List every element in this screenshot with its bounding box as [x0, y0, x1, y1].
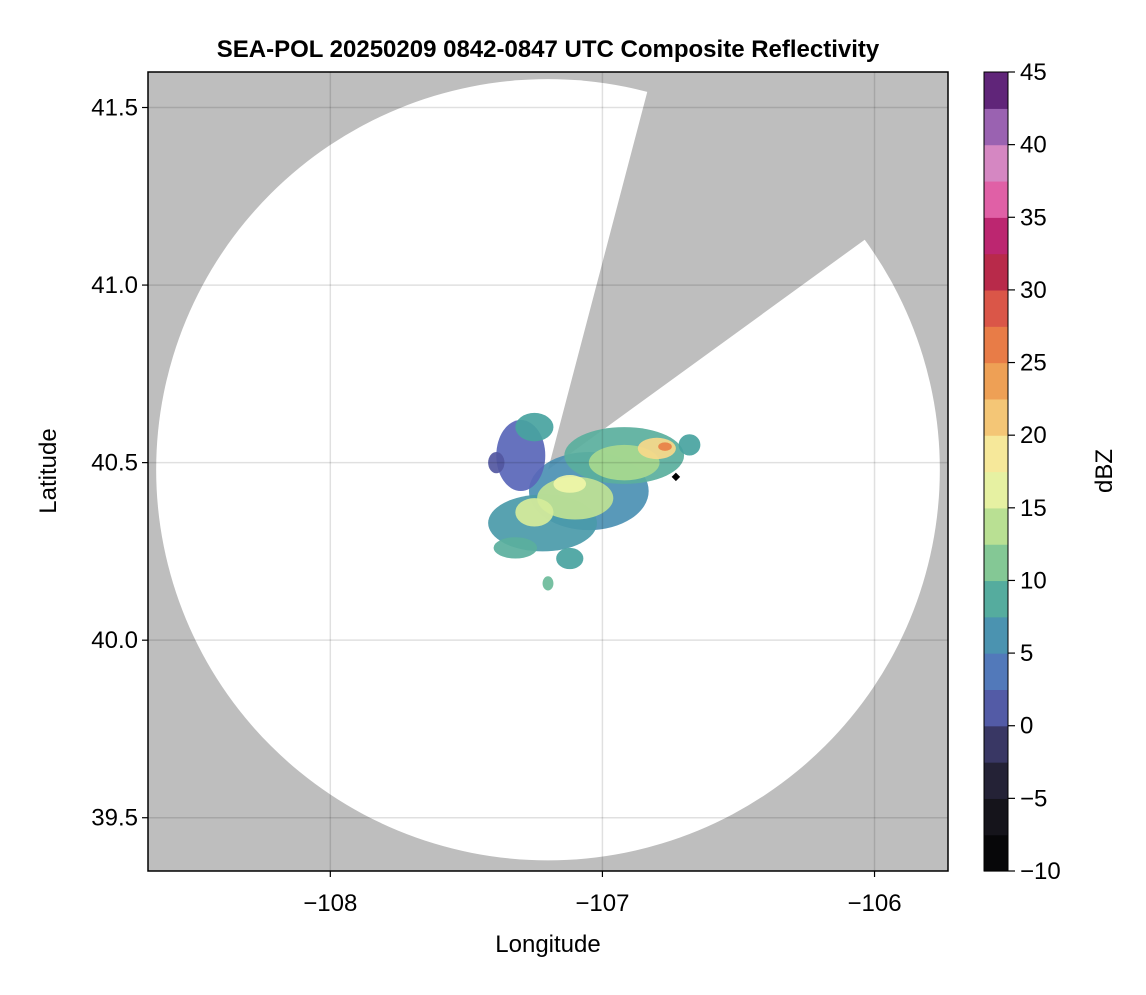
blocked-sector	[548, 72, 948, 470]
reflectivity-echoes	[488, 412, 701, 591]
colorbar-band-9	[984, 544, 1008, 582]
y-tick-label-1: 39.5	[91, 805, 138, 832]
echo-cell-13	[556, 547, 584, 570]
y-axis-label: Latitude	[35, 428, 62, 513]
colorbar-band-2	[984, 798, 1008, 836]
echo-cell-12	[493, 537, 538, 559]
y-tick-label-2: 40.0	[91, 627, 138, 654]
colorbar-band-18	[984, 217, 1008, 255]
colorbar-band-19	[984, 180, 1008, 218]
y-tick-label-5: 41.5	[91, 95, 138, 122]
colorbar-tick-label-4: 5	[1020, 640, 1033, 667]
colorbar-band-22	[984, 72, 1008, 109]
colorbar-tick-label-3: 0	[1020, 713, 1033, 740]
colorbar-tick-label-2: −5	[1020, 785, 1047, 812]
echo-cell-10	[658, 442, 672, 451]
chart-title: SEA-POL 20250209 0842-0847 UTC Composite…	[217, 36, 880, 63]
echo-cell-14	[542, 576, 554, 591]
colorbar-frame	[983, 71, 1009, 872]
x-tick-label-1: −108	[303, 890, 357, 917]
grid-lines	[148, 72, 948, 871]
colorbar-tick-label-7: 20	[1020, 422, 1047, 449]
colorbar-band-7	[984, 616, 1008, 654]
colorbar-band-15	[984, 326, 1008, 364]
colorbar-tick-label-9: 30	[1020, 277, 1047, 304]
colorbar-band-20	[984, 144, 1008, 182]
colorbar-band-11	[984, 471, 1008, 509]
colorbar-band-17	[984, 253, 1008, 291]
colorbar-band-6	[984, 653, 1008, 691]
colorbar-band-10	[984, 507, 1008, 545]
colorbar-tick-label-8: 25	[1020, 350, 1047, 377]
colorbar-band-5	[984, 689, 1008, 727]
colorbar-band-8	[984, 580, 1008, 618]
x-axis-label: Longitude	[495, 931, 600, 958]
colorbar-tick-label-12: 45	[1020, 59, 1047, 86]
colorbar-tick-label-5: 10	[1020, 567, 1047, 594]
echo-cell-15	[678, 434, 701, 456]
y-tick-label-3: 40.5	[91, 450, 138, 477]
colorbar-tick-label-11: 40	[1020, 132, 1047, 159]
echo-cell-11	[553, 475, 587, 493]
site-marker	[671, 472, 681, 482]
colorbar-band-14	[984, 362, 1008, 400]
colorbar-band-12	[984, 435, 1008, 473]
plot-area	[148, 72, 948, 871]
colorbar-label: dBZ	[1091, 449, 1118, 493]
plot-frame	[147, 71, 949, 872]
x-tick-label-3: −106	[847, 890, 901, 917]
colorbar-band-4	[984, 725, 1008, 763]
colorbar-band-13	[984, 398, 1008, 436]
y-axis-ticks: 39.5 40.0 40.5 41.0 41.5	[91, 95, 148, 832]
colorbar-tick-label-6: 15	[1020, 495, 1047, 522]
y-tick-label-4: 41.0	[91, 272, 138, 299]
colorbar-tick-label-1: −10	[1020, 858, 1061, 885]
x-axis-ticks: −108 −107 −106	[303, 871, 902, 917]
x-tick-label-2: −107	[575, 890, 629, 917]
colorbar-band-21	[984, 108, 1008, 146]
colorbar-tick-label-10: 35	[1020, 204, 1047, 231]
colorbar-ticks: −10 −5 0 5 10 15 20 25 30 35 40 45	[1008, 59, 1061, 885]
echo-cell-5	[515, 412, 554, 442]
colorbar-band-1	[984, 834, 1008, 872]
echo-cell-8	[515, 498, 554, 527]
colorbar	[984, 72, 1008, 872]
echo-cell-16	[488, 451, 505, 474]
colorbar-band-16	[984, 289, 1008, 327]
colorbar-band-3	[984, 762, 1008, 799]
